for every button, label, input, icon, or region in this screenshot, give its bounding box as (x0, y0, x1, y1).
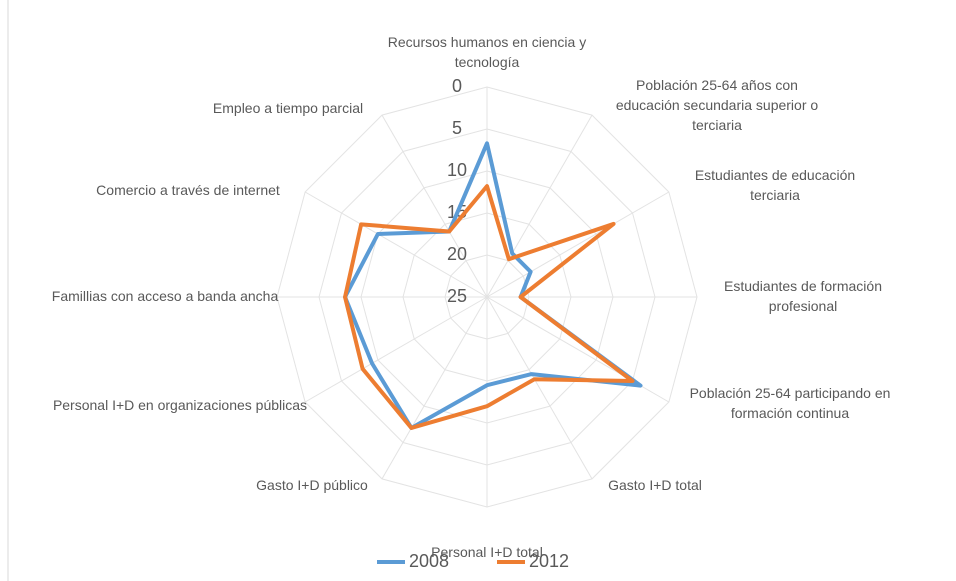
category-label: Recursos humanos en ciencia y tecnología (387, 34, 587, 70)
category-label: Gasto I+D total (608, 477, 702, 493)
category-label: Estudiantes de formación profesional (724, 278, 882, 314)
spoke (486, 114, 593, 298)
tick-label: 20 (447, 244, 467, 264)
category-label: Empleo a tiempo parcial (212, 100, 364, 116)
spoke (381, 114, 488, 298)
category-label: Estudiantes de educación terciaria (694, 167, 856, 203)
category-label: Comercio a través de internet (96, 182, 280, 198)
category-label: Población 25-64 años con educación secun… (615, 77, 819, 133)
spoke (304, 191, 488, 298)
category-label: Población 25-64 participando en formació… (689, 385, 891, 421)
category-label: Famillias con acceso a banda ancha (51, 288, 279, 304)
spoke (486, 191, 670, 298)
category-label: Gasto I+D público (256, 477, 368, 493)
tick-label: 5 (452, 118, 462, 138)
tick-label: 10 (447, 160, 467, 180)
legend-label: 2008 (409, 551, 449, 571)
legend-label: 2012 (529, 551, 569, 571)
spoke (381, 296, 488, 480)
spoke (486, 296, 593, 480)
series-line (343, 184, 635, 430)
category-label: Personal I+D total (431, 544, 543, 560)
spoke (304, 296, 488, 403)
category-label: Personal I+D en organizaciones públicas (52, 397, 308, 413)
series-line (343, 141, 643, 430)
tick-label: 0 (452, 76, 462, 96)
tick-label: 25 (447, 286, 467, 306)
